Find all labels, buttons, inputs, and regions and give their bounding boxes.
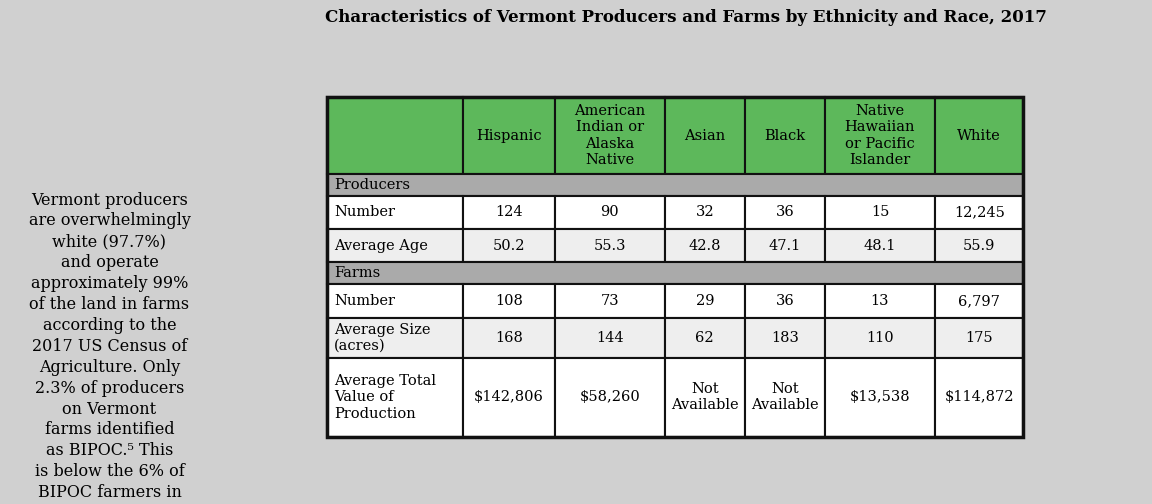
Text: Producers: Producers	[334, 178, 410, 192]
Bar	[665, 358, 745, 437]
Text: Average Size
(acres): Average Size (acres)	[334, 323, 431, 353]
Bar	[327, 318, 463, 358]
Bar	[825, 229, 935, 263]
Text: Characteristics of Vermont Producers and Farms by Ethnicity and Race, 2017: Characteristics of Vermont Producers and…	[325, 9, 1046, 26]
Text: 32: 32	[696, 206, 714, 219]
Bar	[555, 229, 665, 263]
Text: 47.1: 47.1	[768, 239, 801, 253]
Text: 48.1: 48.1	[864, 239, 896, 253]
Bar	[327, 97, 463, 174]
Text: Number: Number	[334, 206, 395, 219]
Text: Black: Black	[764, 129, 805, 143]
Text: 110: 110	[866, 331, 894, 345]
Bar	[745, 229, 825, 263]
Text: 13: 13	[871, 294, 889, 308]
Text: 144: 144	[596, 331, 623, 345]
Bar	[935, 196, 1023, 229]
Bar	[825, 358, 935, 437]
Text: 124: 124	[495, 206, 523, 219]
Text: Number: Number	[334, 294, 395, 308]
Bar	[825, 97, 935, 174]
Text: American
Indian or
Alaska
Native: American Indian or Alaska Native	[574, 104, 645, 167]
Bar	[463, 318, 555, 358]
Text: Farms: Farms	[334, 267, 380, 280]
Text: 183: 183	[771, 331, 798, 345]
Text: 29: 29	[696, 294, 714, 308]
Text: Not
Available: Not Available	[751, 382, 819, 412]
Bar	[463, 229, 555, 263]
Bar	[327, 358, 463, 437]
Bar	[463, 284, 555, 318]
Text: 168: 168	[495, 331, 523, 345]
Bar	[555, 318, 665, 358]
Bar	[935, 358, 1023, 437]
Bar	[935, 229, 1023, 263]
Bar	[745, 284, 825, 318]
Bar	[935, 284, 1023, 318]
Text: Hispanic: Hispanic	[476, 129, 541, 143]
Text: Average Age: Average Age	[334, 239, 429, 253]
Bar	[463, 358, 555, 437]
Text: 12,245: 12,245	[954, 206, 1005, 219]
Text: 55.9: 55.9	[963, 239, 995, 253]
Text: Native
Hawaiian
or Pacific
Islander: Native Hawaiian or Pacific Islander	[844, 104, 915, 167]
Bar	[327, 229, 463, 263]
Bar	[327, 97, 1023, 437]
Text: 50.2: 50.2	[493, 239, 525, 253]
Text: $58,260: $58,260	[579, 391, 641, 404]
Text: 42.8: 42.8	[689, 239, 721, 253]
Text: $114,872: $114,872	[945, 391, 1014, 404]
Text: $142,806: $142,806	[473, 391, 544, 404]
Text: Average Total
Value of
Production: Average Total Value of Production	[334, 374, 437, 420]
Bar	[555, 97, 665, 174]
Bar	[935, 97, 1023, 174]
Text: 62: 62	[696, 331, 714, 345]
Bar	[665, 318, 745, 358]
Bar	[327, 174, 1023, 196]
Bar	[825, 284, 935, 318]
Bar	[825, 196, 935, 229]
Bar	[327, 284, 463, 318]
Bar	[555, 284, 665, 318]
Text: 73: 73	[600, 294, 619, 308]
Bar	[665, 97, 745, 174]
Bar	[745, 196, 825, 229]
Bar	[665, 284, 745, 318]
Bar	[327, 263, 1023, 284]
Bar	[745, 358, 825, 437]
Text: 175: 175	[965, 331, 993, 345]
Bar	[463, 196, 555, 229]
Bar	[935, 318, 1023, 358]
Text: 36: 36	[775, 206, 794, 219]
Bar	[665, 229, 745, 263]
Bar	[825, 318, 935, 358]
Bar	[745, 97, 825, 174]
Text: Not
Available: Not Available	[670, 382, 738, 412]
Text: 36: 36	[775, 294, 794, 308]
Text: Asian: Asian	[684, 129, 726, 143]
Text: Vermont producers
are overwhelmingly
white (97.7%)
and operate
approximately 99%: Vermont producers are overwhelmingly whi…	[29, 192, 190, 504]
Text: 6,797: 6,797	[958, 294, 1000, 308]
Text: 90: 90	[600, 206, 619, 219]
Bar	[555, 358, 665, 437]
Bar	[327, 196, 463, 229]
Text: $13,538: $13,538	[850, 391, 910, 404]
Text: 15: 15	[871, 206, 889, 219]
Text: 55.3: 55.3	[593, 239, 626, 253]
Text: 108: 108	[495, 294, 523, 308]
Bar	[555, 196, 665, 229]
Bar	[463, 97, 555, 174]
Bar	[745, 318, 825, 358]
Text: White: White	[957, 129, 1001, 143]
Bar	[665, 196, 745, 229]
